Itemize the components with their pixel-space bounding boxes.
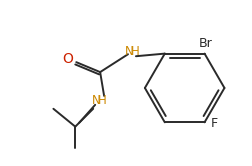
Text: Br: Br xyxy=(199,37,212,50)
Text: H: H xyxy=(131,45,140,58)
Text: O: O xyxy=(62,52,73,66)
Text: H: H xyxy=(98,94,107,107)
Text: N: N xyxy=(92,94,101,107)
Text: N: N xyxy=(125,45,134,58)
Text: F: F xyxy=(211,117,218,130)
